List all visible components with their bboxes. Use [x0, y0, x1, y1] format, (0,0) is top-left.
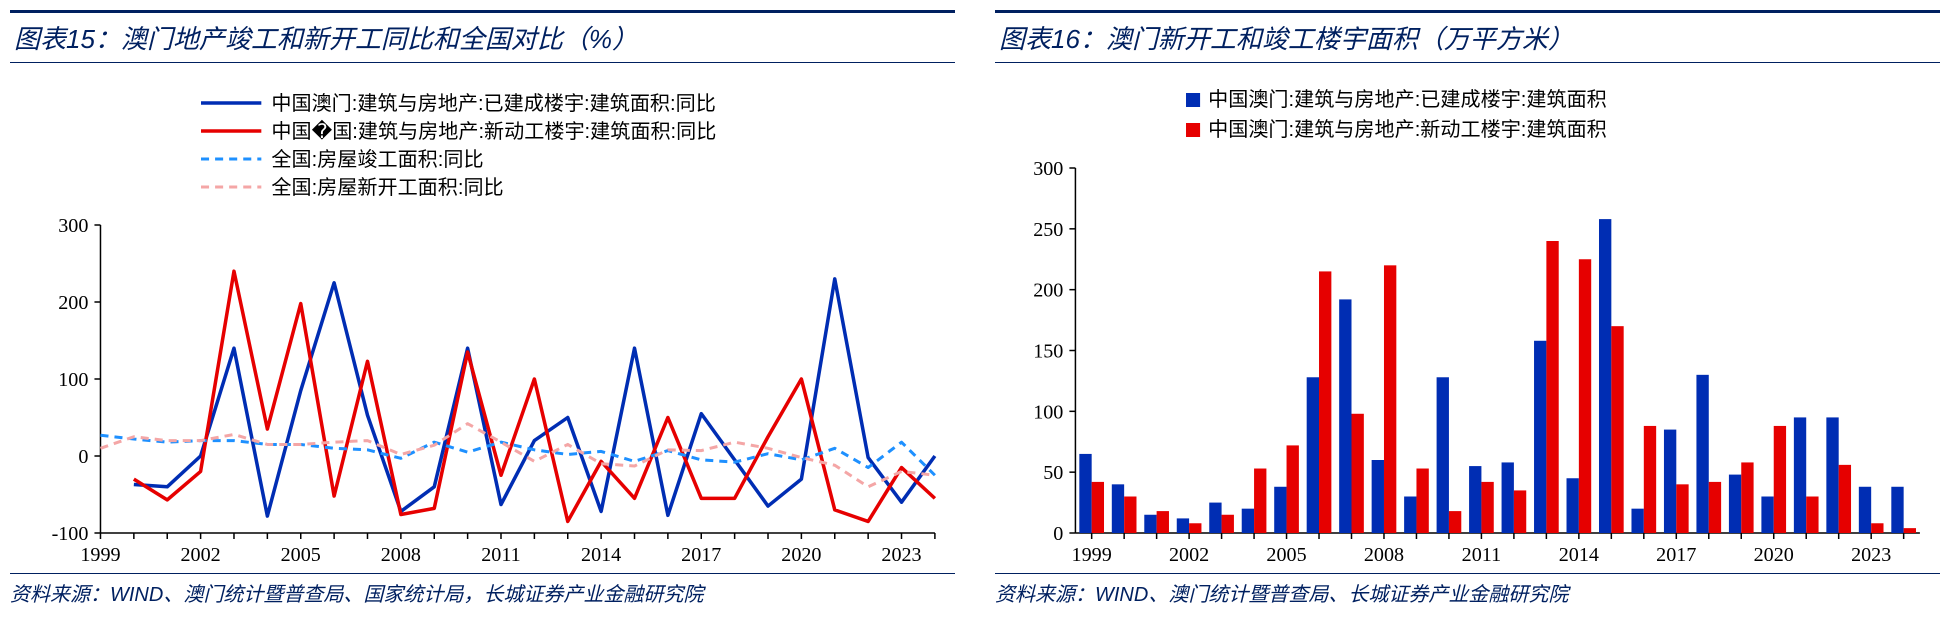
svg-text:2020: 2020 [1754, 544, 1794, 566]
svg-text:2008: 2008 [1364, 544, 1404, 566]
left-panel: 图表15：澳门地产竣工和新开工同比和全国对比（%） 中国澳门:建筑与房地产:已建… [10, 10, 955, 607]
svg-text:2008: 2008 [381, 544, 421, 566]
svg-text:50: 50 [1043, 462, 1063, 484]
svg-text:-100: -100 [52, 523, 89, 545]
svg-text:0: 0 [78, 446, 88, 468]
svg-text:2023: 2023 [1851, 544, 1891, 566]
svg-text:200: 200 [58, 292, 88, 314]
left-chart: 中国澳门:建筑与房地产:已建成楼宇:建筑面积:同比中国�国:建筑与房地产:新动工… [10, 73, 955, 573]
svg-text:2005: 2005 [281, 544, 321, 566]
svg-text:全国:房屋新开工面积:同比: 全国:房屋新开工面积:同比 [271, 176, 503, 199]
svg-text:中国�国:建筑与房地产:新动工楼宇:建筑面积:同比: 中国�国:建筑与房地产:新动工楼宇:建筑面积:同比 [271, 119, 716, 143]
svg-text:2020: 2020 [781, 544, 821, 566]
svg-text:1999: 1999 [80, 544, 120, 566]
svg-text:2011: 2011 [481, 544, 520, 566]
svg-text:100: 100 [1033, 401, 1063, 423]
svg-text:2014: 2014 [1559, 544, 1599, 566]
svg-text:200: 200 [1033, 280, 1063, 302]
svg-text:中国澳门:建筑与房地产:已建成楼宇:建筑面积: 中国澳门:建筑与房地产:已建成楼宇:建筑面积 [1208, 88, 1607, 111]
right-chart: 中国澳门:建筑与房地产:已建成楼宇:建筑面积中国澳门:建筑与房地产:新动工楼宇:… [995, 73, 1940, 573]
svg-text:2017: 2017 [681, 544, 721, 566]
svg-text:2017: 2017 [1656, 544, 1696, 566]
svg-text:2014: 2014 [581, 544, 621, 566]
svg-text:150: 150 [1033, 341, 1063, 363]
svg-text:250: 250 [1033, 219, 1063, 241]
svg-text:中国澳门:建筑与房地产:已建成楼宇:建筑面积:同比: 中国澳门:建筑与房地产:已建成楼宇:建筑面积:同比 [271, 92, 715, 115]
svg-text:100: 100 [58, 369, 88, 391]
svg-text:全国:房屋竣工面积:同比: 全国:房屋竣工面积:同比 [271, 148, 483, 171]
svg-text:300: 300 [58, 215, 88, 237]
svg-text:1999: 1999 [1072, 544, 1112, 566]
svg-text:2011: 2011 [1462, 544, 1501, 566]
svg-text:2002: 2002 [1169, 544, 1209, 566]
svg-text:300: 300 [1033, 158, 1063, 180]
svg-text:2002: 2002 [181, 544, 221, 566]
left-source: 资料来源：WIND、澳门统计暨普查局、国家统计局，长城证券产业金融研究院 [10, 573, 955, 607]
svg-text:0: 0 [1053, 523, 1063, 545]
right-title: 图表16：澳门新开工和竣工楼宇面积（万平方米） [995, 10, 1940, 63]
svg-text:中国澳门:建筑与房地产:新动工楼宇:建筑面积: 中国澳门:建筑与房地产:新动工楼宇:建筑面积 [1208, 118, 1607, 141]
left-title: 图表15：澳门地产竣工和新开工同比和全国对比（%） [10, 10, 955, 63]
svg-text:2023: 2023 [881, 544, 921, 566]
svg-text:2005: 2005 [1266, 544, 1306, 566]
right-panel: 图表16：澳门新开工和竣工楼宇面积（万平方米） 中国澳门:建筑与房地产:已建成楼… [995, 10, 1940, 607]
right-source: 资料来源：WIND、澳门统计暨普查局、长城证券产业金融研究院 [995, 573, 1940, 607]
